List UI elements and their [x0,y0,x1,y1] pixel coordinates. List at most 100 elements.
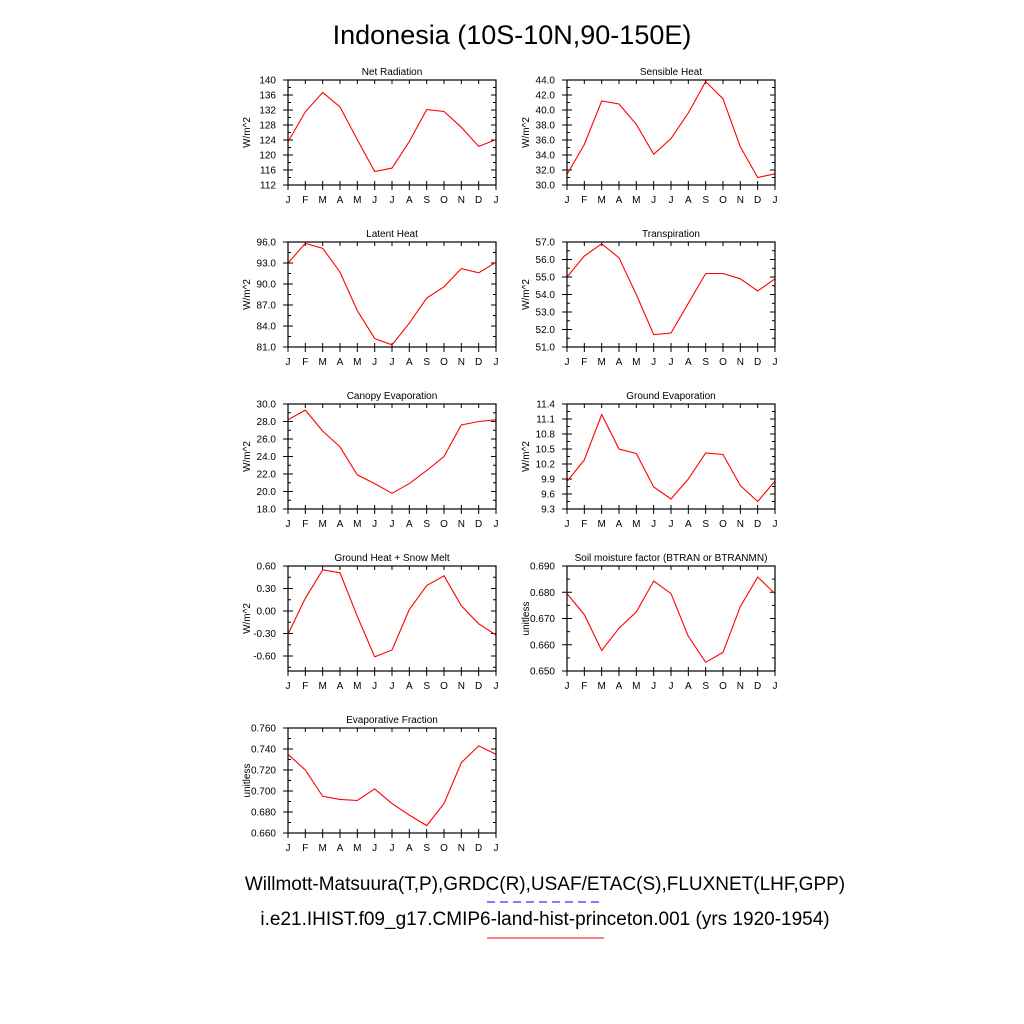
x-tick-label: O [719,357,727,368]
y-tick-label: 124 [259,136,276,147]
x-tick-label: A [685,357,692,368]
series-line [566,413,776,503]
x-tick-label: A [616,195,623,206]
x-tick-label: M [353,357,361,368]
y-tick-label: 56.0 [536,255,556,266]
x-tick-label: J [390,357,395,368]
y-tick-label: -0.30 [253,629,276,640]
panel-grid: Net Radiation W/m^2 140 136 132 128 124 120 116 1… [242,67,778,854]
x-tick-label: N [458,195,465,206]
x-tick-label: J [390,681,395,692]
y-tick-label: 112 [260,181,276,192]
x-tick-label: M [632,357,640,368]
plot-frame [566,565,776,672]
y-tick-label: 52.0 [536,325,556,336]
x-tick-label: S [702,519,709,530]
y-tick-label: 132 [259,106,276,117]
y-tick-label: 0.740 [251,745,276,756]
y-tick-label: 0.60 [257,562,277,573]
panel-title: Net Radiation [362,67,423,78]
panel-net-radiation: Net Radiation W/m^2 140 136 132 128 124 120 116 1… [242,67,499,206]
x-tick-label: S [702,357,709,368]
y-tick-label: 9.9 [541,475,555,486]
x-tick-label: F [302,843,308,854]
panel-title: Soil moisture factor (BTRAN or BTRANMN) [575,553,768,564]
x-tick-label: J [651,195,656,206]
panel-title: Transpiration [642,229,700,240]
y-axis-label: unitless [242,764,253,798]
panel-ground-evaporation: Ground Evaporation W/m^2 11.4 11.1 10.8 10.5 1… [521,391,778,530]
panel-ground-heat-snow-melt: Ground Heat + Snow Melt W/m^2 0.60 0.30 0.00… [242,553,499,692]
x-tick-label: S [423,843,430,854]
x-tick-label: N [737,195,744,206]
y-tick-label: 87.0 [257,301,277,312]
x-tick-label: S [702,195,709,206]
plot-frame [287,727,497,834]
y-tick-label: 54.0 [536,290,556,301]
x-tick-label: J [372,195,377,206]
y-tick-label: 120 [259,151,276,162]
plot-frame [287,403,497,510]
panel-title: Ground Heat + Snow Melt [334,553,450,564]
x-tick-label: M [353,195,361,206]
panel-title: Evaporative Fraction [346,715,438,726]
x-tick-label: M [318,195,326,206]
x-tick-label: O [719,681,727,692]
series-line [287,569,497,658]
x-tick-label: N [737,357,744,368]
panel-latent-heat: Latent Heat W/m^2 96.0 93.0 90.0 87.0 84.0 81.0… [242,229,499,368]
x-tick-label: O [440,195,448,206]
y-tick-label: 10.2 [536,460,556,471]
x-tick-label: J [286,843,291,854]
y-tick-label: 34.0 [536,151,556,162]
panel-canopy-evaporation: Canopy Evaporation W/m^2 30.0 28.0 26.0 24.0 2… [242,391,499,530]
x-tick-label: J [286,681,291,692]
x-tick-label: J [494,195,499,206]
y-tick-label: 0.650 [530,667,555,678]
y-tick-label: 0.660 [251,829,276,840]
y-tick-label: 36.0 [536,136,556,147]
y-tick-label: 96.0 [257,238,277,249]
x-tick-label: O [440,519,448,530]
y-tick-label: 57.0 [536,238,556,249]
x-tick-label: D [754,357,761,368]
x-tick-label: D [475,681,482,692]
x-tick-label: J [372,519,377,530]
y-tick-label: 0.690 [530,562,555,573]
x-tick-label: F [581,681,587,692]
x-tick-label: M [632,681,640,692]
y-axis-label: W/m^2 [521,441,532,472]
x-tick-label: M [318,357,326,368]
x-tick-label: F [581,519,587,530]
x-tick-label: A [337,357,344,368]
y-tick-label: -0.60 [253,652,276,663]
plot-frame [287,79,497,186]
x-tick-label: N [458,357,465,368]
series-line [566,576,776,664]
x-tick-label: D [475,843,482,854]
y-tick-label: 9.6 [541,490,555,501]
y-tick-label: 53.0 [536,308,556,319]
y-axis-label: unitless [521,602,532,636]
y-tick-label: 0.720 [251,766,276,777]
x-tick-label: M [353,681,361,692]
x-tick-label: D [754,519,761,530]
x-tick-label: A [616,681,623,692]
plot-frame [566,241,776,348]
y-tick-label: 30.0 [257,400,277,411]
y-tick-label: 0.670 [530,614,555,625]
y-tick-label: 0.660 [530,640,555,651]
y-tick-label: 10.8 [536,430,556,441]
x-tick-label: O [719,195,727,206]
x-tick-label: J [286,195,291,206]
y-tick-label: 20.0 [257,487,277,498]
x-tick-label: J [669,681,674,692]
y-tick-label: 116 [260,166,276,177]
panel-title: Sensible Heat [640,67,702,78]
x-tick-label: J [390,195,395,206]
y-tick-label: 40.0 [536,106,556,117]
x-tick-label: J [494,843,499,854]
panel-sensible-heat: Sensible Heat W/m^2 44.0 42.0 40.0 38.0 36.0 34… [521,67,778,206]
y-tick-label: 11.1 [536,415,555,426]
